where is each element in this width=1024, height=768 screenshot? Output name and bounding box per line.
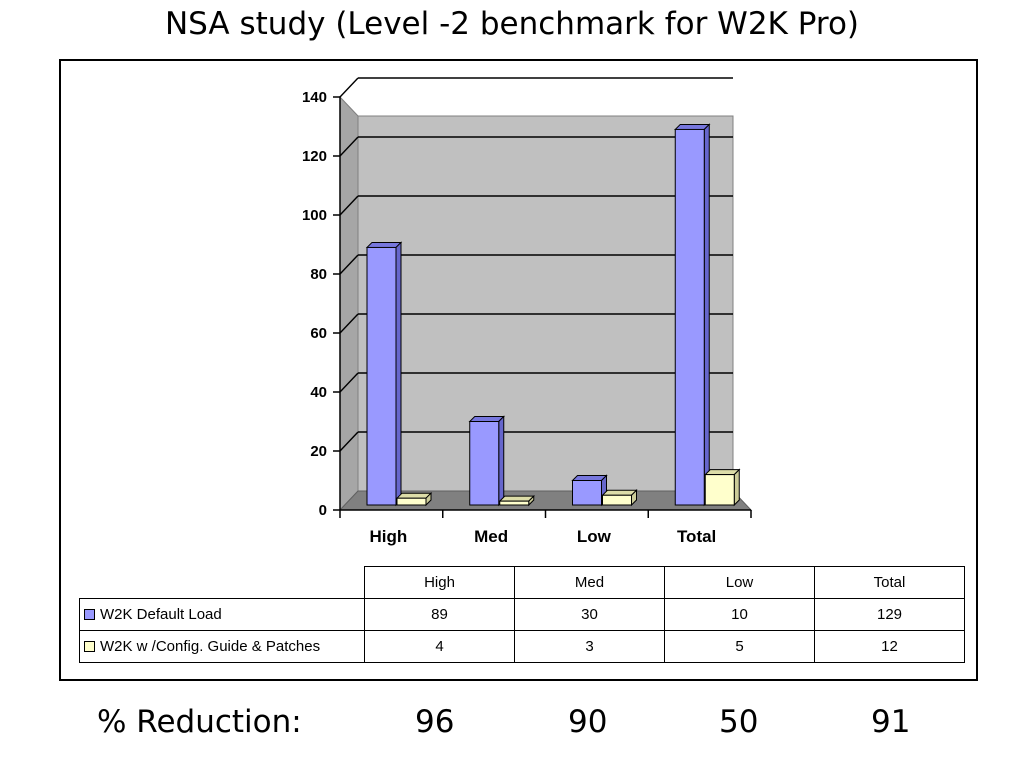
table-cell: 10 <box>664 598 815 631</box>
bar <box>602 494 632 506</box>
table-header-cell: High <box>364 566 515 599</box>
x-tick-label: High <box>369 527 407 546</box>
x-tick-label: Low <box>577 527 612 546</box>
table-cell: 4 <box>364 630 515 663</box>
bar-top <box>395 492 433 499</box>
bar <box>572 480 602 506</box>
reduction-value: 96 <box>415 704 455 740</box>
gridline-side <box>339 372 359 393</box>
legend-label: W2K w /Config. Guide & Patches <box>100 638 321 655</box>
bar-side <box>733 468 740 507</box>
legend-swatch-default-icon <box>84 608 95 620</box>
reduction-value: 90 <box>568 704 608 740</box>
bar-top <box>674 123 711 130</box>
y-tick-label: 0 <box>319 502 327 519</box>
bar-top <box>601 489 638 496</box>
gridline-side <box>339 254 359 275</box>
bar <box>674 128 705 506</box>
gridline-side <box>339 431 359 452</box>
bar <box>366 246 397 506</box>
reduction-value: 50 <box>719 704 759 740</box>
reduction-value: 91 <box>871 704 911 740</box>
gridline-side <box>339 313 359 334</box>
table-cell: 129 <box>814 598 965 631</box>
chart-frame <box>59 59 978 681</box>
reduction-label: % Reduction: <box>97 704 302 740</box>
table-header-cell: Med <box>514 566 665 599</box>
y-tick-label: 80 <box>310 266 327 283</box>
table-row: W2K w /Config. Guide & Patches 4 3 5 12 <box>79 630 965 663</box>
y-tick-label: 40 <box>310 384 327 401</box>
bar-chart: 0 20 40 60 80 100 120 140 High Med Low Total <box>302 77 753 546</box>
table-row-label: W2K w /Config. Guide & Patches <box>79 630 365 663</box>
table-header-cell: Low <box>664 566 815 599</box>
bar-side <box>703 123 710 507</box>
table-cell: 89 <box>364 598 515 631</box>
page-title: NSA study (Level -2 benchmark for W2K Pr… <box>164 6 860 42</box>
table-cell: 5 <box>664 630 815 663</box>
bar-top <box>468 416 505 422</box>
bar <box>704 474 735 506</box>
table-corner <box>79 566 365 599</box>
data-table: High Med Low Total W2K Default Load 89 3… <box>79 566 965 663</box>
legend-label: W2K Default Load <box>100 606 222 623</box>
gridline-side <box>339 195 359 216</box>
y-tick-label: 20 <box>310 443 327 460</box>
bar <box>499 500 530 506</box>
y-tick-label: 60 <box>310 325 327 342</box>
table-cell: 12 <box>814 630 965 663</box>
bar-top <box>704 469 741 476</box>
bar-side <box>498 415 505 507</box>
bar-side <box>395 241 402 507</box>
x-tick-label: Total <box>677 527 716 546</box>
x-tick-label: Med <box>474 527 508 546</box>
table-row-label: W2K Default Load <box>79 598 365 631</box>
bar-top <box>365 241 403 248</box>
legend-swatch-config-icon <box>84 640 95 652</box>
y-tick-label: 120 <box>302 148 327 165</box>
table-cell: 30 <box>514 598 665 631</box>
bar <box>396 497 427 506</box>
table-header-cell: Total <box>814 566 965 599</box>
table-header-row: High Med Low Total <box>79 566 965 599</box>
y-tick-label: 100 <box>302 207 327 224</box>
table-cell: 3 <box>514 630 665 663</box>
bar-top <box>498 495 535 502</box>
y-tick-label: 140 <box>302 89 327 106</box>
bar <box>469 421 500 506</box>
gridline-side <box>339 136 359 157</box>
table-row: W2K Default Load 89 30 10 129 <box>79 598 965 631</box>
gridline-side <box>339 77 359 98</box>
bar-top <box>571 475 608 481</box>
